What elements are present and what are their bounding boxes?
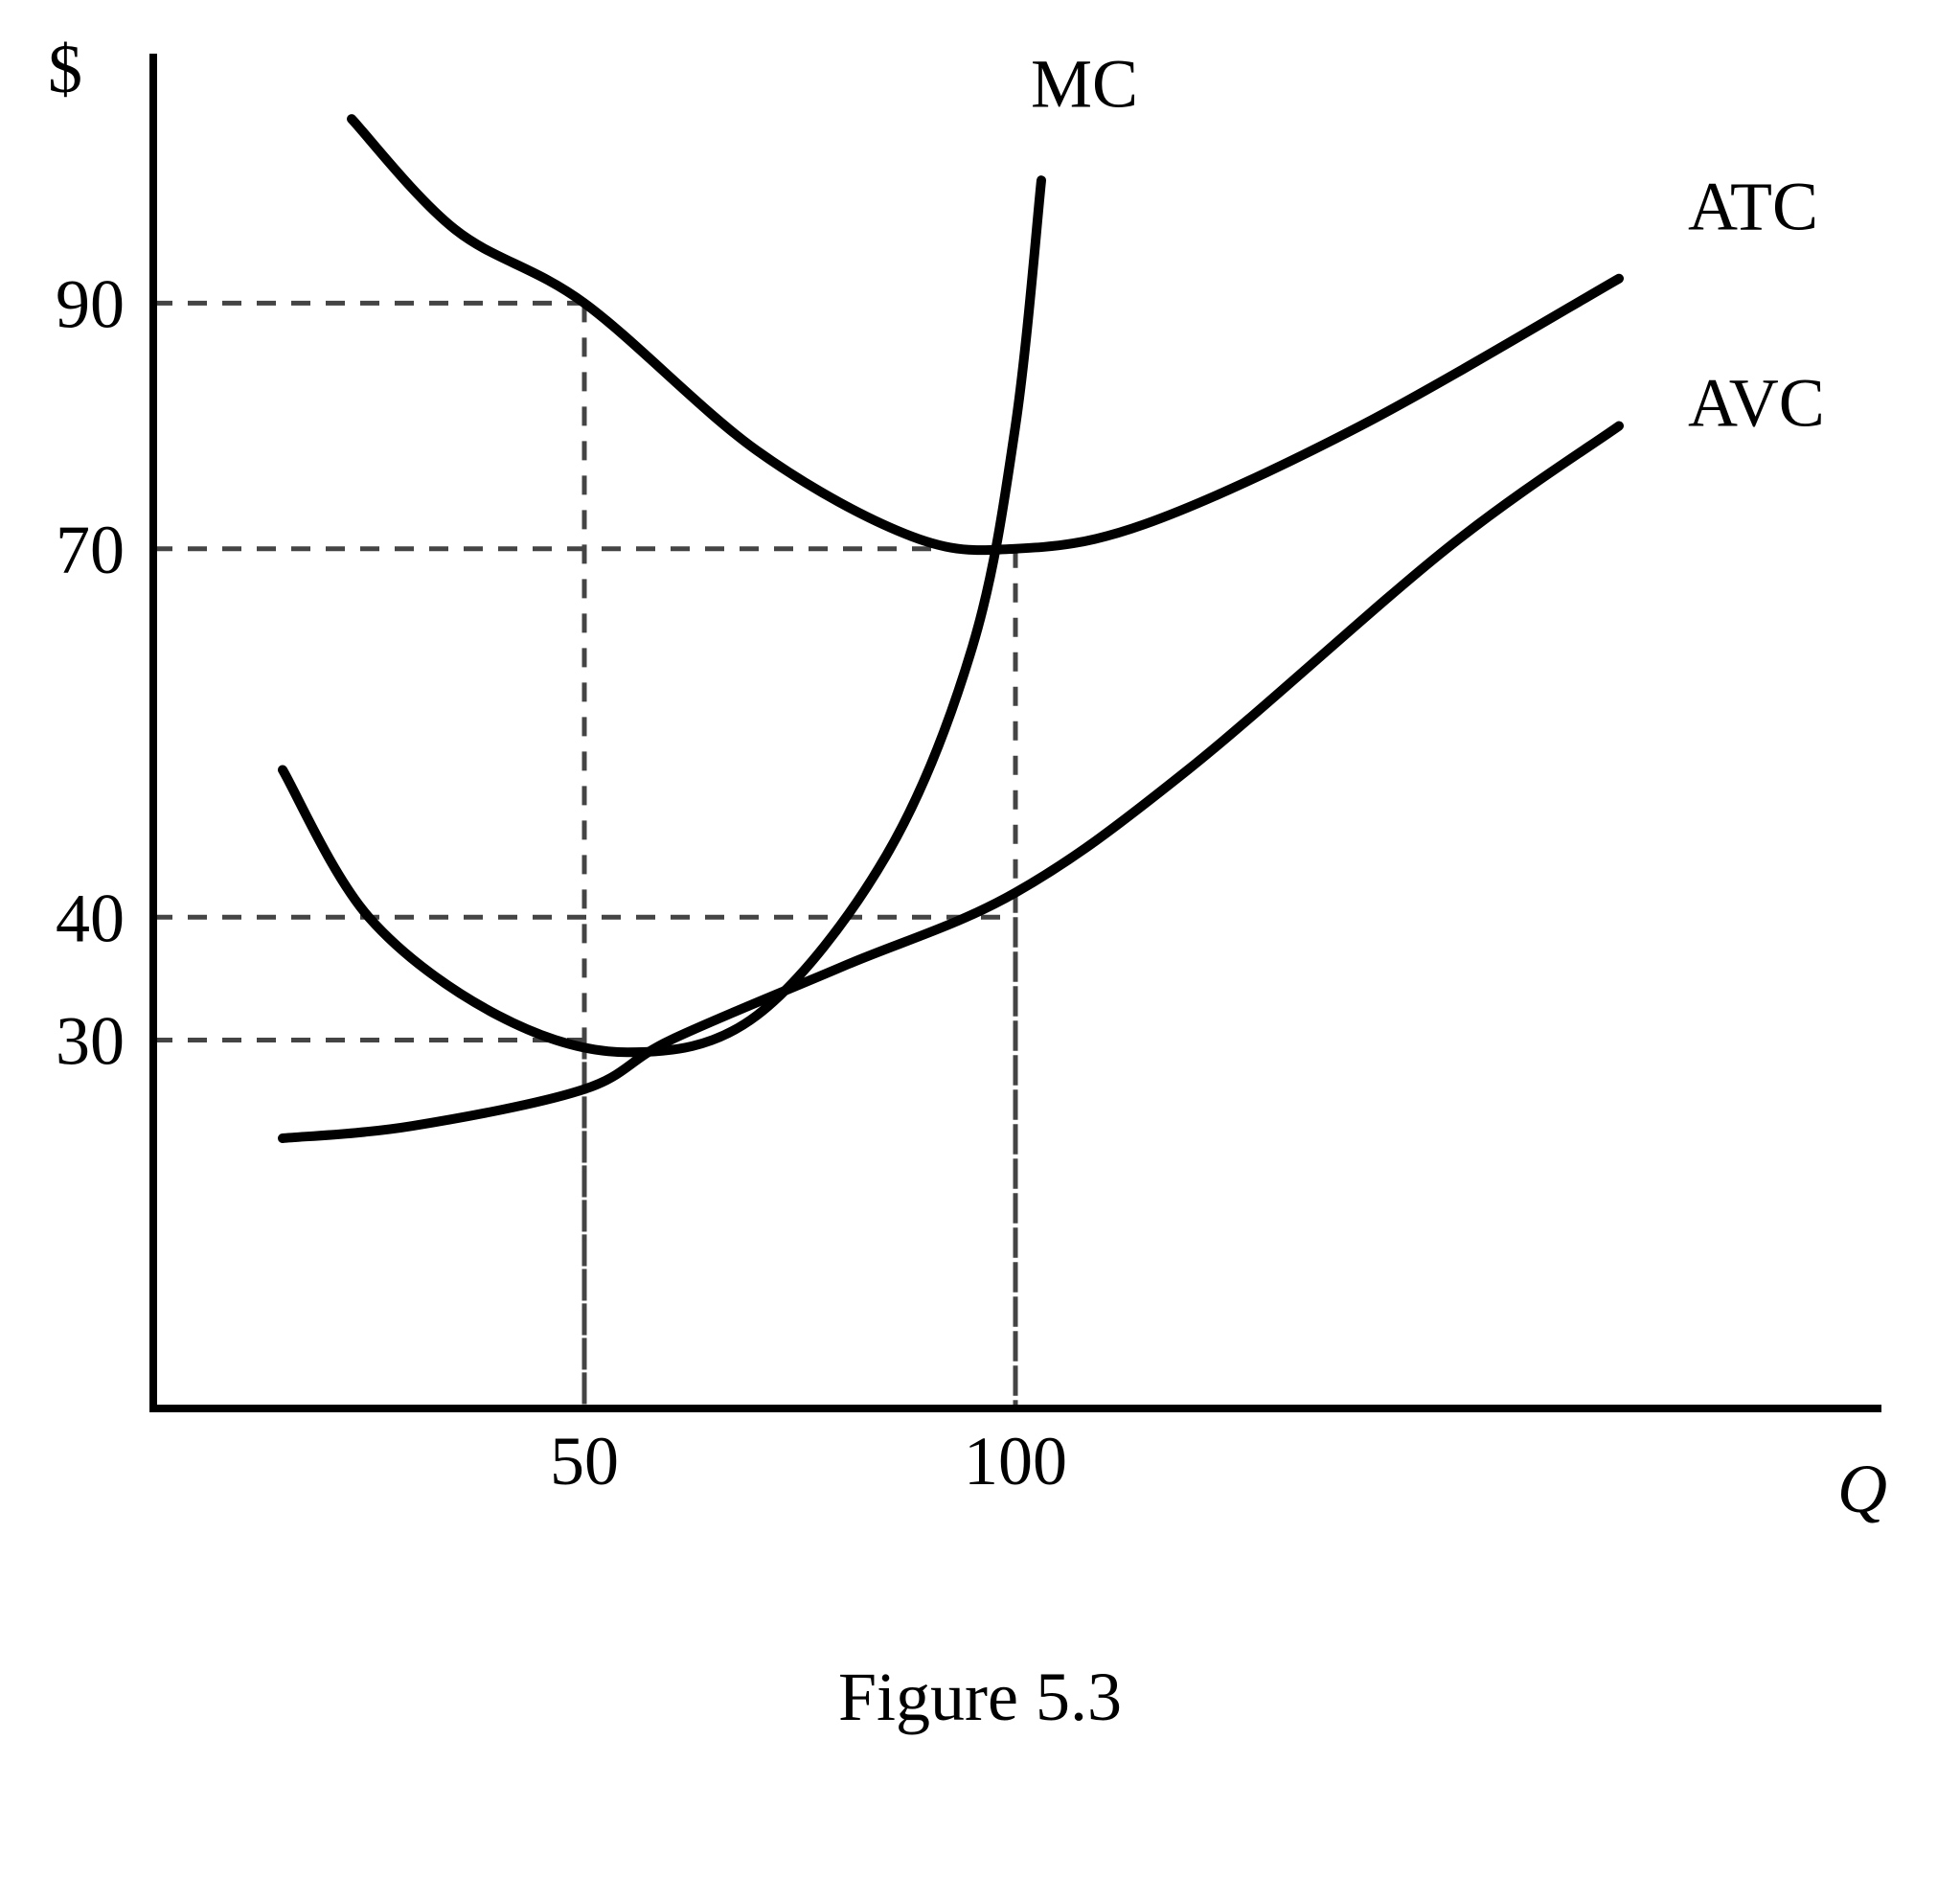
atc-curve: [352, 119, 1619, 550]
x-tick-label: 50: [550, 1423, 619, 1499]
figure-container: 30 40 70 90 50 100 $ Q MC ATC AVC Figure 5.3: [0, 0, 1960, 1877]
y-tick-label: 70: [56, 512, 125, 588]
avc-curve: [283, 426, 1619, 1138]
figure-caption: Figure 5.3: [0, 1658, 1960, 1737]
cost-curves-chart: 30 40 70 90 50 100 $ Q MC ATC AVC: [0, 0, 1960, 1877]
y-tick-label: 30: [56, 1003, 125, 1080]
y-tick-label: 40: [56, 880, 125, 956]
mc-curve: [283, 180, 1041, 1052]
y-tick-label: 90: [56, 266, 125, 343]
x-axis-label: Q: [1837, 1451, 1887, 1527]
x-tick-label: 100: [964, 1423, 1067, 1499]
avc-curve-label: AVC: [1688, 365, 1825, 442]
mc-curve-label: MC: [1031, 45, 1138, 122]
atc-curve-label: ATC: [1688, 168, 1818, 244]
y-axis-label: $: [48, 31, 82, 107]
